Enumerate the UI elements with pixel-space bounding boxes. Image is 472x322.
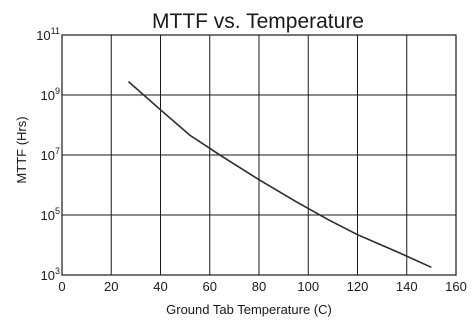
y-tick-label: 109 — [41, 86, 60, 103]
y-tick-label: 105 — [41, 206, 60, 223]
x-tick-labels: 0 20 40 60 80 100 120 140 160 — [58, 279, 466, 294]
x-tick-label: 120 — [347, 279, 369, 294]
x-tick-label: 0 — [58, 279, 65, 294]
y-tick-labels: 103 105 107 109 1011 — [36, 26, 60, 283]
x-tick-label: 60 — [203, 279, 217, 294]
x-tick-label: 40 — [153, 279, 167, 294]
x-tick-label: 80 — [252, 279, 266, 294]
y-tick-label: 107 — [41, 146, 60, 163]
x-tick-label: 140 — [396, 279, 418, 294]
x-axis-label: Ground Tab Temperature (C) — [166, 302, 332, 317]
y-tick-label: 1011 — [36, 26, 60, 43]
x-tick-label: 20 — [104, 279, 118, 294]
chart-title: MTTF vs. Temperature — [152, 10, 364, 33]
x-tick-label: 160 — [445, 279, 467, 294]
y-tick-label: 103 — [41, 266, 60, 283]
grid — [62, 35, 456, 275]
series-line-0 — [127, 80, 432, 269]
y-axis-label: MTTF (Hrs) — [14, 116, 29, 183]
x-tick-label: 100 — [297, 279, 319, 294]
plot-frame — [61, 34, 457, 276]
series — [127, 80, 432, 269]
